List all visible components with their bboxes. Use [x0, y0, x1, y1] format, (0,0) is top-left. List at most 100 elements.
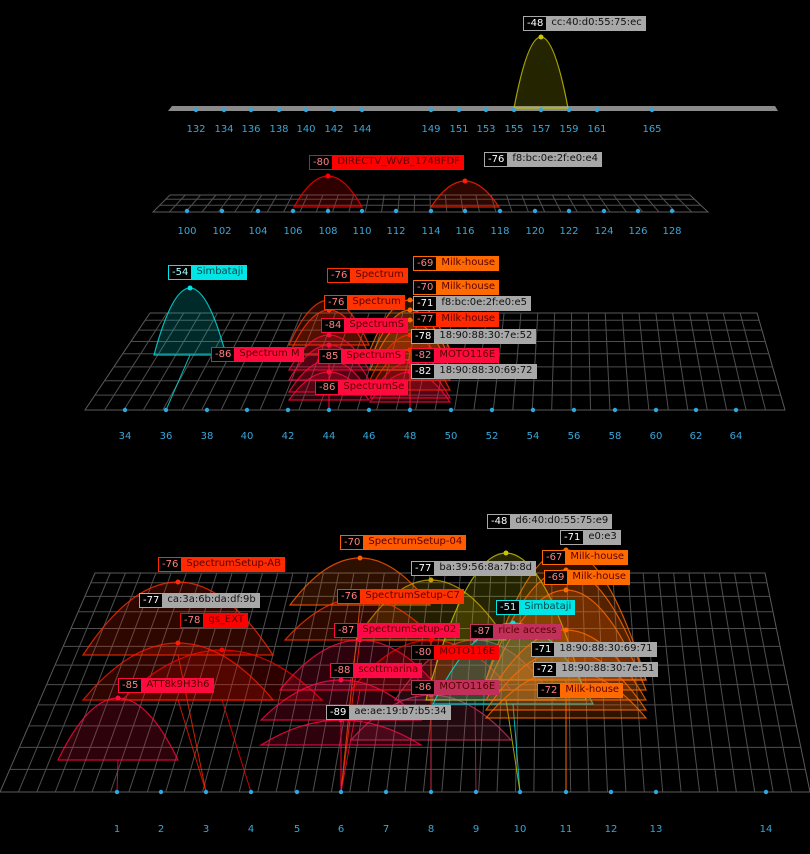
network-name: ba:39:56:8a:7b:8d: [435, 561, 537, 576]
signal-peak-dot: [175, 640, 181, 646]
network-label[interactable]: -80 DIRECTV_WVB_174BFDF: [309, 155, 464, 170]
channel-label: 104: [248, 226, 268, 237]
grid-line: [17, 572, 111, 793]
channel-label: 126: [628, 226, 648, 237]
grid-line: [315, 194, 324, 213]
network-label[interactable]: -67 Milk-house: [542, 550, 629, 565]
channel-label: 124: [594, 226, 614, 237]
network-label[interactable]: -84 SpectrumS: [321, 318, 409, 333]
signal-peak-dot: [563, 627, 569, 633]
channel-tick-dot: [608, 789, 614, 795]
network-label[interactable]: -77 ba:39:56:8a:7b:8d: [411, 561, 537, 576]
network-label[interactable]: -76 SpectrumSetup-AB: [158, 557, 285, 572]
channel-label: 7: [382, 824, 390, 835]
channel-label: 1: [113, 824, 121, 835]
channel-label: 116: [455, 226, 475, 237]
network-label[interactable]: -85 ATT8k9H3h6: [118, 678, 214, 693]
grid-line: [703, 572, 737, 793]
network-name: SpectrumSetup-04: [364, 535, 467, 550]
network-label[interactable]: -86 SpectrumSe: [315, 380, 409, 395]
network-label[interactable]: -87 ricle access: [470, 624, 561, 639]
network-label[interactable]: -70 Milk-house: [413, 280, 500, 295]
channel-tick-dot: [290, 208, 296, 214]
channel-label: 44: [322, 431, 336, 442]
network-name: Spectrum: [348, 295, 405, 310]
channel-tick-dot: [594, 107, 600, 113]
channel-label: 58: [608, 431, 622, 442]
grid-line: [460, 194, 464, 213]
signal-peak-dot: [326, 332, 332, 338]
grid-line: [628, 194, 644, 213]
grid-line: [413, 194, 416, 213]
rssi-value: -85: [318, 349, 343, 364]
network-label[interactable]: -69 Milk-house: [544, 570, 631, 585]
network-label[interactable]: -88 scottmarina: [330, 663, 423, 678]
channel-tick-dot: [532, 208, 538, 214]
channel-tick-dot: [203, 789, 209, 795]
network-label[interactable]: -72 Milk-house: [537, 683, 624, 698]
network-label[interactable]: -71 e0:e3: [560, 530, 621, 545]
network-label[interactable]: -70 SpectrumSetup-04: [340, 535, 467, 550]
network-label[interactable]: -72 18:90:88:30:7e:51: [533, 662, 659, 677]
grid-plane: [0, 572, 810, 793]
network-label[interactable]: -85 SpectrumS: [318, 349, 406, 364]
rssi-value: -76: [158, 557, 183, 572]
channel-label: 136: [241, 124, 261, 135]
network-label[interactable]: -76 Spectrum: [327, 268, 408, 283]
grid-line: [202, 572, 263, 793]
network-name: ATT8k9H3h6: [142, 678, 214, 693]
signal-peak-dot: [428, 637, 434, 643]
rssi-value: -77: [413, 312, 438, 327]
grid-line: [621, 312, 630, 411]
channel-tick-dot: [511, 107, 517, 113]
network-label[interactable]: -76 f8:bc:0e:2f:e0:e4: [484, 152, 602, 167]
grid-plane: [151, 194, 710, 213]
grid-line: [627, 572, 645, 793]
network-label[interactable]: -69 Milk-house: [413, 256, 500, 271]
grid-plane: [168, 106, 778, 111]
network-label[interactable]: -80 MOTO116E: [411, 645, 500, 660]
channel-label: 12: [604, 824, 618, 835]
network-label[interactable]: -89 ae:ae:19:b7:b5:34: [326, 705, 451, 720]
panel-band-5ghz-mid: [151, 173, 710, 214]
network-label[interactable]: -82 18:90:88:30:69:72: [411, 364, 537, 379]
network-label[interactable]: -76 SpectrumSetup-C7: [337, 589, 464, 604]
channel-label: 128: [662, 226, 682, 237]
network-label[interactable]: -82 MOTO116E: [411, 348, 500, 363]
signal-peak-dot: [428, 577, 434, 583]
grid-line: [657, 572, 682, 793]
signal-peak-dot: [538, 34, 544, 40]
network-name: DIRECTV_WVB_174BFDF: [333, 155, 464, 170]
channel-tick-dot: [114, 789, 120, 795]
network-label[interactable]: -48 cc:40:d0:55:75:ec: [523, 16, 646, 31]
grid-line: [689, 312, 708, 411]
network-label[interactable]: -78 18:90:88:30:7e:52: [411, 329, 537, 344]
grid-line: [643, 194, 660, 213]
signal-stem: [177, 699, 207, 793]
channel-label: 52: [485, 431, 499, 442]
network-label[interactable]: -48 d6:40:d0:55:75:e9: [487, 514, 613, 529]
network-label[interactable]: -76 Spectrum: [324, 295, 405, 310]
network-name: Milk-house: [566, 550, 629, 565]
network-label[interactable]: -86 Spectrum M: [211, 347, 304, 362]
network-label[interactable]: -54 Simbataji: [168, 265, 248, 280]
rssi-value: -88: [330, 663, 355, 678]
signal-peak-dot: [338, 677, 344, 683]
network-label[interactable]: -87 SpectrumSetup-02: [334, 623, 461, 638]
grid-line: [332, 194, 339, 213]
grid-line: [381, 194, 385, 213]
grid-line: [739, 312, 767, 411]
network-label[interactable]: -71 18:90:88:30:69:71: [531, 642, 657, 657]
network-label[interactable]: -51 Simbataji: [496, 600, 576, 615]
channel-tick-dot: [635, 208, 641, 214]
channel-label: 106: [283, 226, 303, 237]
network-label[interactable]: -71 f8:bc:0e:2f:e0:e5: [413, 296, 531, 311]
signal-peak-dot: [407, 297, 413, 303]
network-label[interactable]: -78 gs_EXT: [180, 613, 249, 628]
network-label[interactable]: -77 ca:3a:6b:da:df:9b: [139, 593, 260, 608]
network-name: Milk-house: [437, 280, 500, 295]
network-label[interactable]: -77 Milk-house: [413, 312, 500, 327]
network-label[interactable]: -86 MOTO116E: [411, 680, 500, 695]
channel-label: 112: [386, 226, 406, 237]
